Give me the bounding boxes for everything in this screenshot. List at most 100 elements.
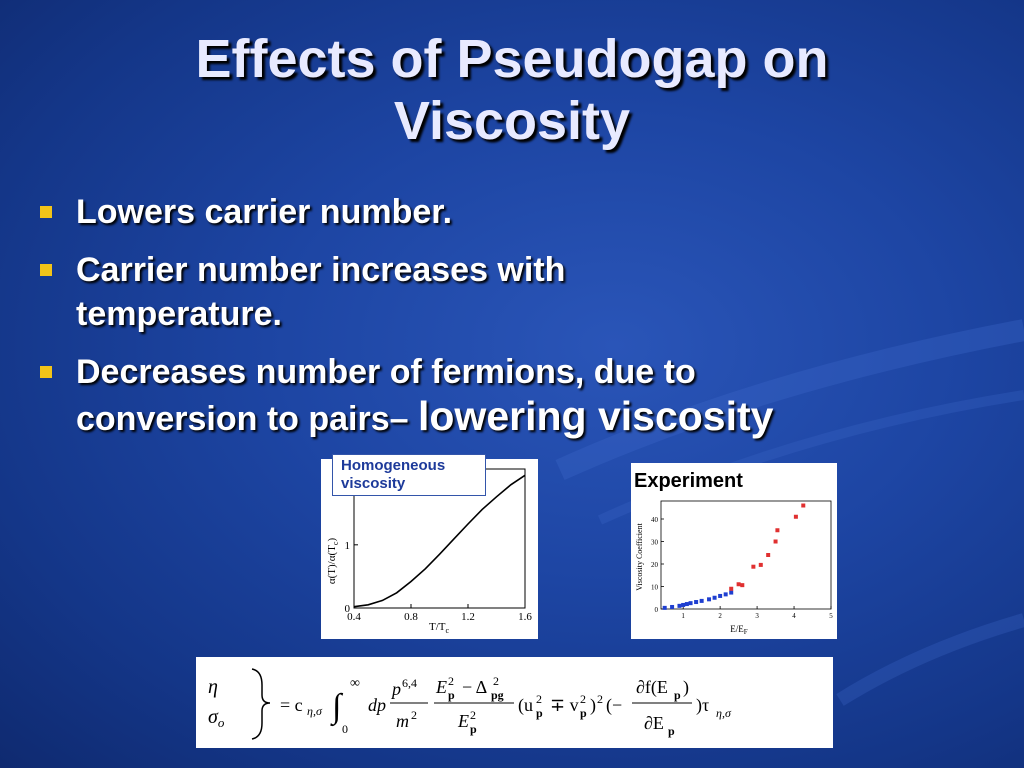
right-x-axis-label: E/EF [730, 624, 748, 636]
svg-text:= c: = c [280, 695, 303, 715]
y-tick-label: 0 [345, 603, 351, 615]
svg-text:2: 2 [470, 708, 476, 722]
red-data-point [775, 528, 780, 533]
svg-text:η,σ: η,σ [716, 706, 732, 720]
bullet-text: Lowers carrier number. [76, 193, 453, 231]
blue-data-point [694, 600, 699, 605]
svg-text:E: E [435, 677, 447, 697]
bullet-text-line-2: temperature. [76, 295, 282, 333]
svg-text:pg: pg [491, 688, 504, 702]
bullet-item-1: Lowers carrier number. [36, 190, 996, 234]
left-x-axis-label: T/Tc [429, 621, 450, 635]
bullet-list: Lowers carrier number. Carrier number in… [36, 190, 996, 455]
red-data-point [729, 586, 734, 591]
blue-data-point [662, 605, 667, 610]
x-tick-label: 4 [792, 612, 796, 620]
y-tick-label: 1 [345, 540, 351, 552]
left-y-axis-label: α(T)/α(Tc) [326, 538, 340, 585]
homogeneous-viscosity-label: Homogeneous viscosity [332, 454, 486, 496]
svg-text:(−: (− [606, 695, 622, 716]
red-data-point [751, 564, 756, 569]
svg-text:): ) [683, 677, 689, 698]
svg-text:p: p [674, 688, 681, 702]
red-data-point [758, 562, 763, 567]
x-tick-label: 5 [829, 612, 833, 620]
blue-data-point [699, 598, 704, 603]
bullet-marker [40, 264, 52, 276]
blue-data-point [670, 604, 675, 609]
right-y-axis-label: Viscosity Coefficient [635, 522, 644, 590]
bullet-text-part: conversion to pairs– [76, 400, 418, 438]
bullet-item-2: Carrier number increases with temperatur… [36, 248, 996, 336]
svg-text:∞: ∞ [350, 676, 360, 691]
homogeneous-viscosity-curve [353, 474, 526, 608]
x-tick-label: 1.6 [518, 611, 532, 623]
bullet-marker [40, 206, 52, 218]
red-data-point [740, 583, 745, 588]
svg-text:p: p [536, 706, 543, 720]
svg-text:)τ: )τ [696, 695, 709, 716]
svg-text:2: 2 [411, 708, 417, 722]
y-tick-label: 30 [651, 539, 659, 547]
blue-data-point [712, 595, 717, 600]
x-tick-label: 0.4 [347, 611, 361, 623]
label-line-1: Homogeneous [341, 457, 446, 474]
brace-symbol [251, 668, 271, 740]
svg-text:p: p [580, 706, 587, 720]
experiment-chart: 1 2 3 4 5 0 10 20 30 40 Viscosity Coefficient E/E… [635, 500, 833, 636]
svg-text:2: 2 [580, 692, 586, 706]
svg-text:∓ v: ∓ v [550, 695, 579, 715]
sigma-symbol: σo [208, 706, 225, 730]
svg-text:− Δ: − Δ [462, 677, 487, 697]
svg-text:∂f(E: ∂f(E [636, 677, 668, 698]
title-line-1: Effects of Pseudogap on [195, 29, 829, 89]
x-tick-label: 1 [681, 612, 685, 620]
blue-data-point [684, 602, 689, 607]
svg-text:E: E [457, 711, 469, 731]
svg-text:6,4: 6,4 [402, 676, 417, 690]
svg-text:η,σ: η,σ [307, 704, 323, 718]
slide-title: Effects of Pseudogap on Viscosity [0, 28, 1024, 152]
bullet-text-line-2: conversion to pairs– lowering viscosity [76, 394, 996, 441]
red-data-point [801, 503, 806, 508]
x-tick-label: 3 [755, 612, 759, 620]
blue-data-point [723, 592, 728, 597]
y-tick-label: 0 [655, 606, 659, 614]
svg-text:2: 2 [536, 692, 542, 706]
svg-text:p: p [390, 679, 401, 699]
red-data-point [766, 553, 771, 557]
svg-text:): ) [590, 695, 596, 716]
blue-data-point [707, 597, 712, 602]
experiment-label: Experiment [634, 470, 743, 492]
blue-data-point [729, 590, 734, 595]
label-line-2: viscosity [341, 475, 406, 492]
experiment-figure: 1 2 3 4 5 0 10 20 30 40 Viscosity Coefficient E/E… [631, 463, 837, 639]
svg-text:(u: (u [518, 695, 533, 716]
red-data-point [793, 514, 798, 519]
svg-text:∂E: ∂E [644, 713, 664, 733]
svg-text:p: p [470, 722, 477, 736]
bullet-text-line-1: Decreases number of fermions, due to [76, 353, 696, 391]
svg-text:p: p [668, 724, 675, 738]
y-tick-label: 20 [651, 561, 659, 569]
blue-data-point [688, 601, 693, 606]
blue-data-point [718, 593, 723, 598]
bullet-text-emphasis: lowering viscosity [418, 393, 774, 439]
svg-text:2: 2 [448, 674, 454, 688]
blue-data-point [677, 603, 682, 608]
svg-text:∫: ∫ [330, 688, 344, 727]
x-tick-label: 2 [718, 612, 722, 620]
bullet-item-3: Decreases number of fermions, due to con… [36, 350, 996, 441]
svg-text:dp: dp [368, 695, 386, 715]
svg-text:2: 2 [597, 692, 603, 706]
red-data-point [736, 582, 741, 587]
svg-text:2: 2 [493, 674, 499, 688]
svg-text:0: 0 [342, 722, 348, 736]
y-tick-label: 40 [651, 516, 659, 524]
bullet-marker [40, 366, 52, 378]
x-tick-label: 0.8 [404, 611, 418, 623]
x-tick-label: 1.2 [461, 611, 475, 623]
